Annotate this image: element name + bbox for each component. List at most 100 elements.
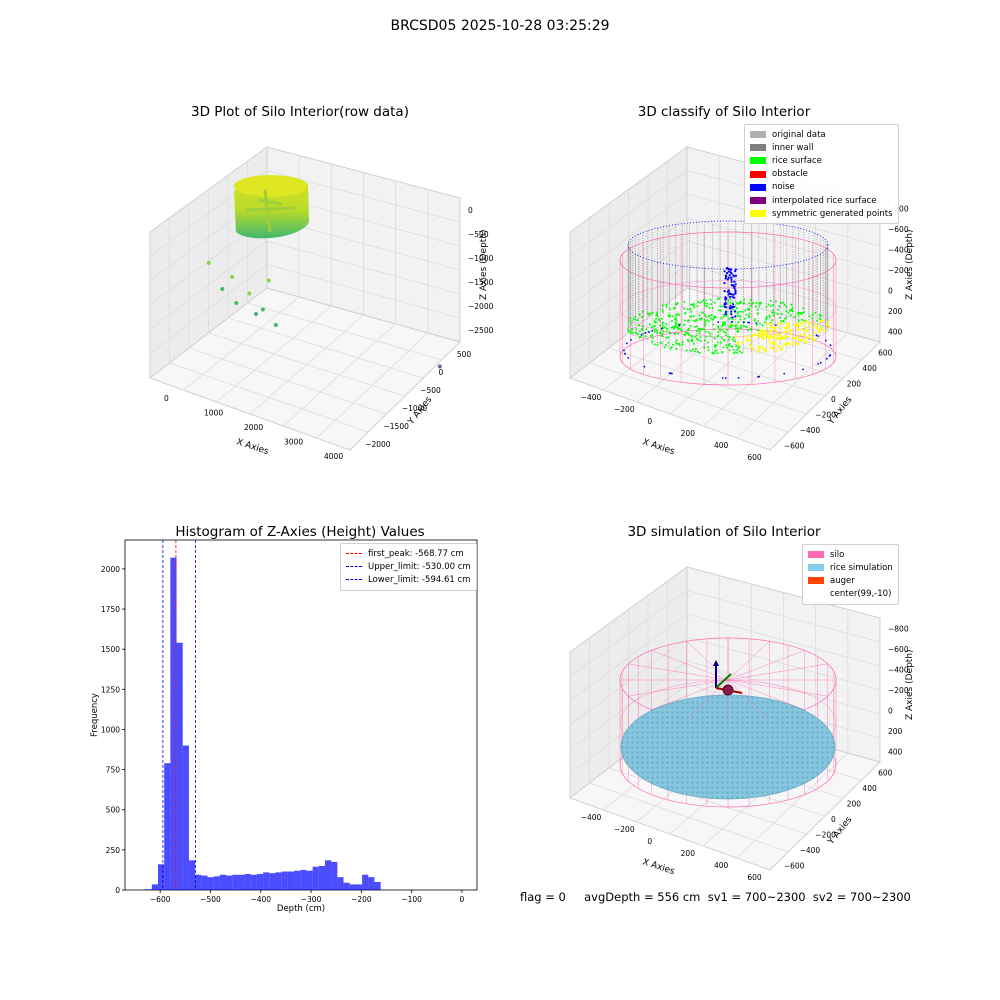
p4-silo-roof-spoke [727,641,770,681]
symmetric-point [749,345,753,349]
rice-point [732,308,735,311]
rice-point [703,302,706,305]
symmetric-point [772,347,775,350]
rice-point [708,307,711,309]
rice-point [722,324,724,327]
y-tick-label: −200 [815,410,836,419]
rice-point [772,314,775,317]
rice-point [671,315,674,318]
histogram-bar [151,884,158,890]
y-tick-label: −1500 [384,422,410,431]
symmetric-point [812,339,816,342]
symmetric-point [756,333,759,336]
z-tick-label: −200 [888,686,909,695]
p4-x-axis-label: X Axies [641,857,676,877]
p1-y-ticks: −2000 −1500 −1000 −500 0 500 [365,350,471,449]
y-tick-label: −1000 [402,404,428,413]
histogram-bar [157,864,165,890]
rice-point [729,324,732,327]
noise-point [829,354,832,356]
noise-point [724,313,727,316]
rice-point [728,317,731,320]
rice-point [714,345,717,347]
noise-point [728,306,732,309]
symmetric-point [774,343,777,346]
rice-point [675,319,678,322]
noise-point [717,321,720,323]
histogram-bar [349,884,356,890]
rice-point [676,343,679,345]
legend-label: silo [830,549,845,560]
rice-point [736,307,739,310]
rice-point [728,349,731,352]
rice-point [750,305,753,308]
rice-point [735,344,738,347]
noise-point [734,274,738,277]
rice-point [731,345,734,348]
rice-point [694,325,697,328]
noise-point [732,305,736,308]
symmetric-point [776,322,780,325]
outlier-point [254,312,258,316]
histogram-bar [275,872,282,890]
rice-point [669,332,672,335]
z-tick-label: −400 [888,245,909,254]
rice-point [690,349,692,352]
symmetric-point [800,337,804,341]
y-tick-label: 1000 [101,725,120,734]
y-tick-label: 0 [439,368,444,377]
rice-point [736,312,739,315]
rice-point [785,305,788,308]
outlier-point [437,364,442,369]
symmetric-point [819,319,822,323]
rice-point [757,320,760,323]
noise-point [730,310,733,313]
rice-point [699,340,702,342]
rice-point [727,300,730,303]
symmetric-point [819,325,823,328]
symmetric-point [746,338,749,341]
y-tick-label: −200 [815,830,836,839]
rice-point [816,319,819,322]
histogram-bar [374,881,381,890]
symmetric-point [796,328,799,331]
grid-line [316,189,429,439]
x-tick-label: 600 [747,453,762,462]
rice-point [742,325,745,328]
rice-point [645,328,648,331]
symmetric-point [787,325,791,328]
rice-point [791,306,794,309]
histogram-bar [306,870,313,890]
grid-line [736,189,849,439]
histogram-bar [244,873,251,890]
x-tick-label: 3000 [284,437,303,446]
legend-item: interpolated rice surface [750,194,893,207]
rice-point [759,322,762,325]
rice-point [655,317,657,320]
histogram-bar [337,877,344,890]
y-tick-label: −600 [784,441,805,450]
rice-point [653,320,656,323]
rice-point [720,317,723,320]
panel-4-title: 3D simulation of Silo Interior [627,524,821,540]
symmetric-point [771,342,774,346]
rice-point [691,339,694,342]
noise-point [626,342,628,345]
legend-label: auger [830,575,855,586]
rice-point [697,301,700,303]
symmetric-point [774,333,777,337]
rice-point [712,323,715,326]
noise-point [755,322,758,324]
symmetric-point [825,323,828,326]
y-tick-label: 250 [106,846,121,855]
rice-point [653,343,656,346]
rice-point [757,312,759,315]
rice-point [681,341,684,343]
noise-point [742,321,745,324]
rice-point [685,349,688,352]
histogram-bar [226,875,233,890]
noise-point [733,296,736,299]
symmetric-point [753,333,756,336]
noise-point [724,301,727,304]
rice-point [811,317,814,320]
